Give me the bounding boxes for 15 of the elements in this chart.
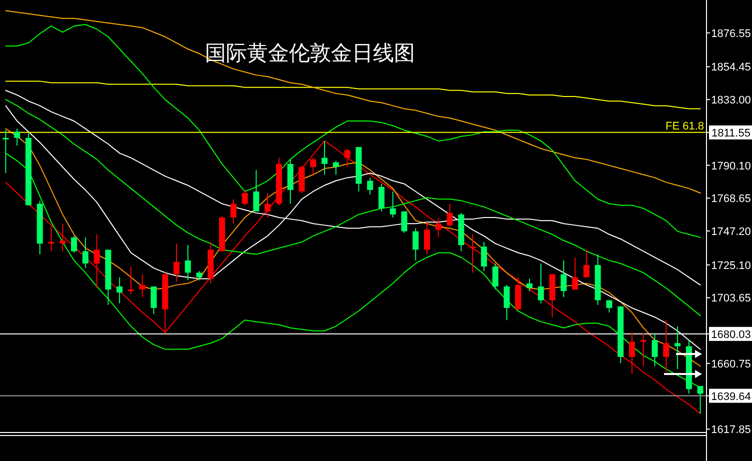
y-tick-label: 1703.65 (711, 292, 751, 305)
y-tick-label: 1790.10 (711, 160, 751, 172)
y-tick-label: 1660.75 (711, 358, 751, 370)
y-tick-label: 1854.45 (711, 62, 751, 74)
text: 国际黄金伦敦金日线图 (205, 42, 415, 65)
y-tick-label: 1725.10 (711, 260, 751, 272)
y-tick-label: 1768.65 (711, 193, 751, 206)
y-tick-label: 1833.00 (711, 94, 751, 107)
y-tick-label: 1876.55 (711, 28, 751, 40)
ref-line-label: FE 61.8 (665, 120, 704, 132)
y-tick-label: 1639.64 (711, 390, 751, 403)
y-tick-label: 1811.55 (712, 127, 750, 140)
y-tick-label: 1617.85 (711, 424, 751, 436)
y-tick-label: 1747.20 (711, 226, 751, 238)
y-tick-label: 1680.03 (711, 328, 751, 341)
